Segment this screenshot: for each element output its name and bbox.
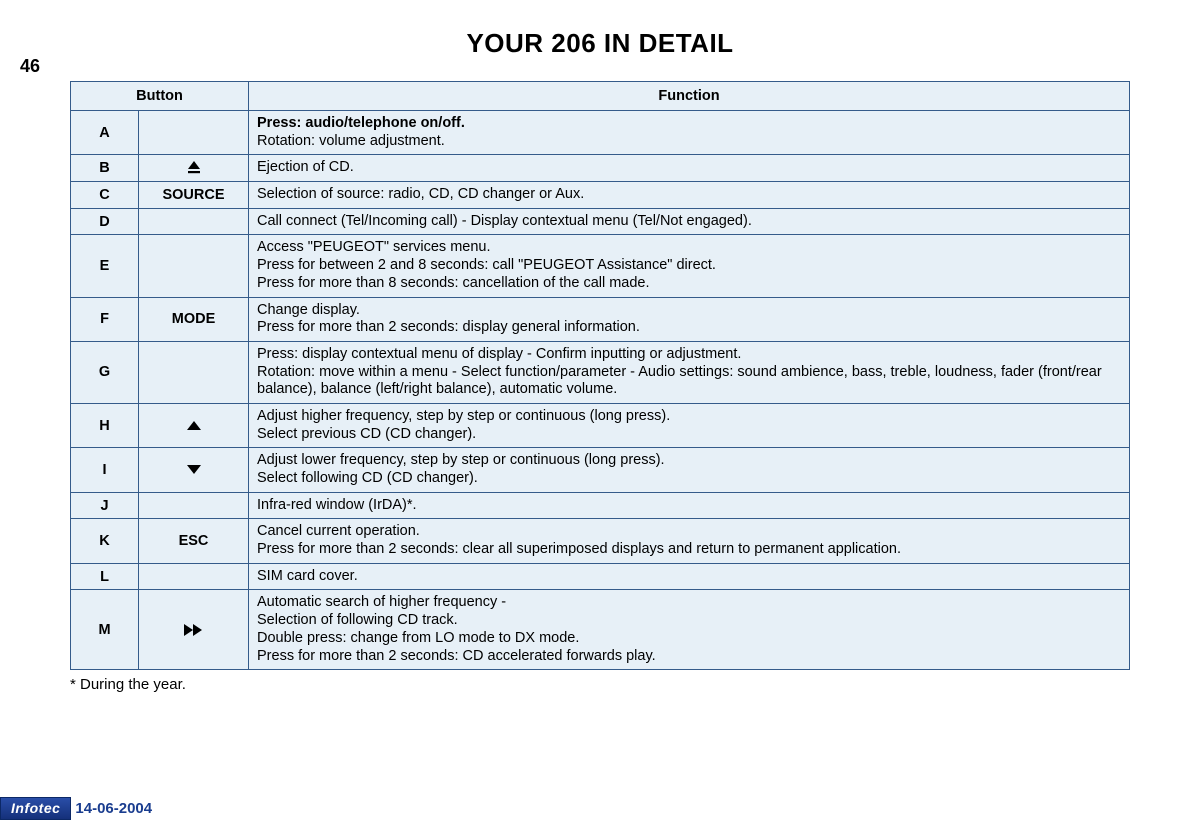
header-function: Function <box>249 82 1130 111</box>
button-letter: E <box>71 235 139 297</box>
button-icon-empty <box>139 341 249 403</box>
button-function: Cancel current operation.Press for more … <box>249 519 1130 563</box>
button-function: Call connect (Tel/Incoming call) - Displ… <box>249 208 1130 235</box>
button-letter: C <box>71 182 139 209</box>
button-letter: G <box>71 341 139 403</box>
eject-icon <box>139 155 249 182</box>
button-function-table-wrap: Button Function A Press: audio/telephone … <box>70 81 1130 670</box>
table-row: M Automatic search of higher frequency -S… <box>71 590 1130 670</box>
button-icon-text: SOURCE <box>139 182 249 209</box>
table-row: CSOURCESelection of source: radio, CD, C… <box>71 182 1130 209</box>
button-function: Change display.Press for more than 2 sec… <box>249 297 1130 341</box>
up-icon <box>139 403 249 447</box>
button-letter: F <box>71 297 139 341</box>
button-function: Ejection of CD. <box>249 155 1130 182</box>
button-function: Automatic search of higher frequency -Se… <box>249 590 1130 670</box>
button-letter: K <box>71 519 139 563</box>
page-title: YOUR 206 IN DETAIL <box>0 28 1200 59</box>
button-letter: I <box>71 448 139 492</box>
button-icon-empty <box>139 492 249 519</box>
footnote: * During the year. <box>70 676 1200 693</box>
button-letter: H <box>71 403 139 447</box>
table-row: FMODEChange display.Press for more than … <box>71 297 1130 341</box>
table-row: G Press: display contextual menu of displ… <box>71 341 1130 403</box>
down-icon <box>139 448 249 492</box>
button-function: SIM card cover. <box>249 563 1130 590</box>
infotec-badge: Infotec <box>0 797 71 820</box>
table-row: E Access "PEUGEOT" services menu.Press fo… <box>71 235 1130 297</box>
header-button: Button <box>71 82 249 111</box>
table-row: H Adjust higher frequency, step by step o… <box>71 403 1130 447</box>
table-row: I Adjust lower frequency, step by step or… <box>71 448 1130 492</box>
button-function: Press: audio/telephone on/off.Rotation: … <box>249 111 1130 155</box>
table-row: KESCCancel current operation.Press for m… <box>71 519 1130 563</box>
button-icon-empty <box>139 235 249 297</box>
button-icon-empty <box>139 208 249 235</box>
button-function: Access "PEUGEOT" services menu.Press for… <box>249 235 1130 297</box>
button-letter: J <box>71 492 139 519</box>
button-letter: L <box>71 563 139 590</box>
button-function: Press: display contextual menu of displa… <box>249 341 1130 403</box>
footer-date: 14-06-2004 <box>75 800 152 817</box>
table-row: B Ejection of CD. <box>71 155 1130 182</box>
button-icon-empty <box>139 563 249 590</box>
table-row: L SIM card cover. <box>71 563 1130 590</box>
ffwd-icon <box>139 590 249 670</box>
footer: Infotec 14-06-2004 <box>0 797 152 820</box>
button-function: Infra-red window (IrDA)*. <box>249 492 1130 519</box>
button-function: Adjust higher frequency, step by step or… <box>249 403 1130 447</box>
button-letter: D <box>71 208 139 235</box>
button-icon-text: MODE <box>139 297 249 341</box>
page-number: 46 <box>20 56 40 77</box>
button-letter: A <box>71 111 139 155</box>
button-icon-empty <box>139 111 249 155</box>
button-function: Adjust lower frequency, step by step or … <box>249 448 1130 492</box>
button-letter: M <box>71 590 139 670</box>
button-function-table: Button Function A Press: audio/telephone … <box>70 81 1130 670</box>
button-function: Selection of source: radio, CD, CD chang… <box>249 182 1130 209</box>
table-row: A Press: audio/telephone on/off.Rotation:… <box>71 111 1130 155</box>
button-letter: B <box>71 155 139 182</box>
table-row: D Call connect (Tel/Incoming call) - Disp… <box>71 208 1130 235</box>
table-row: J Infra-red window (IrDA)*. <box>71 492 1130 519</box>
button-icon-text: ESC <box>139 519 249 563</box>
